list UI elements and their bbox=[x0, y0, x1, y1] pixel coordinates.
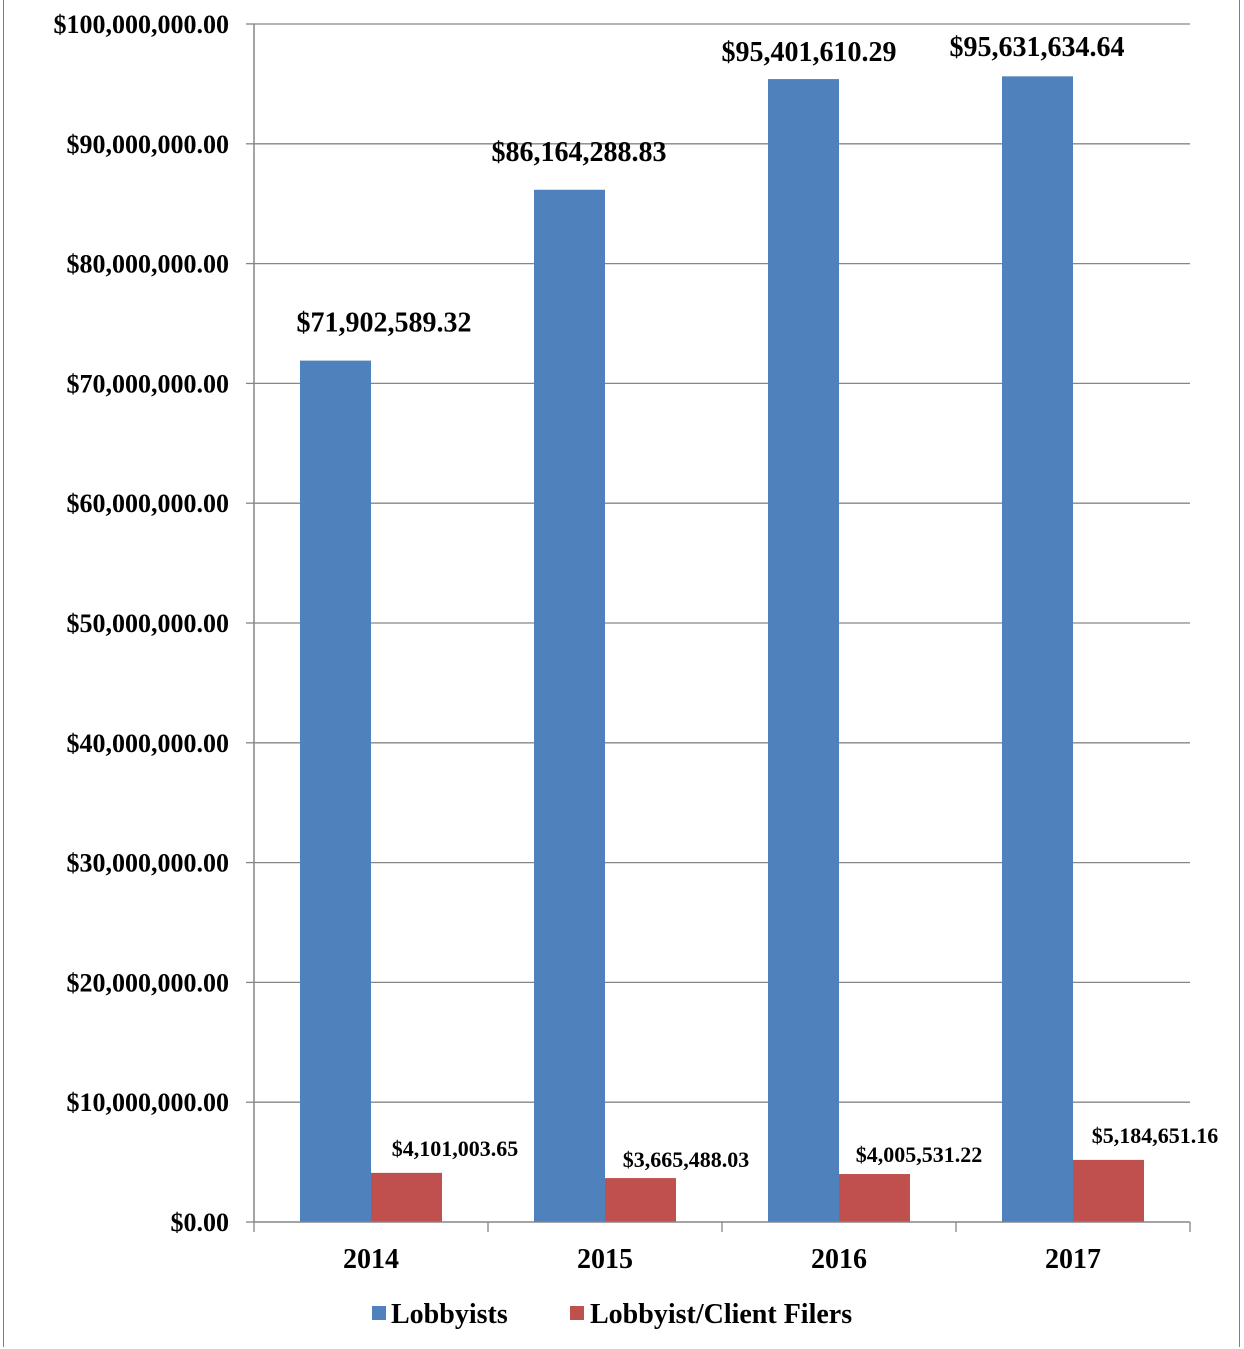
legend-swatch bbox=[570, 1306, 584, 1320]
data-label-lobbyist-client-filers: $5,184,651.16 bbox=[1092, 1123, 1219, 1148]
x-tick-label: 2017 bbox=[1045, 1244, 1101, 1275]
y-tick-label: $50,000,000.00 bbox=[67, 609, 230, 638]
data-label-lobbyists: $95,631,634.64 bbox=[950, 32, 1125, 63]
bars bbox=[300, 76, 1144, 1223]
legend-label: Lobbyist/Client Filers bbox=[590, 1299, 852, 1330]
y-tick-label: $90,000,000.00 bbox=[67, 130, 230, 159]
x-tick-label: 2016 bbox=[811, 1244, 867, 1275]
data-label-lobbyist-client-filers: $4,005,531.22 bbox=[856, 1142, 983, 1167]
y-tick-label: $60,000,000.00 bbox=[67, 489, 230, 518]
data-label-lobbyists: $71,902,589.32 bbox=[297, 308, 472, 339]
bar-lobbyist-client-filers bbox=[605, 1178, 676, 1222]
bar-lobbyist-client-filers bbox=[839, 1174, 910, 1222]
data-label-lobbyist-client-filers: $4,101,003.65 bbox=[392, 1136, 519, 1161]
y-tick-label: $100,000,000.00 bbox=[54, 10, 230, 39]
y-tick-label: $20,000,000.00 bbox=[67, 968, 230, 997]
chart-frame bbox=[3, 0, 1240, 1347]
bar-lobbyists bbox=[300, 360, 371, 1222]
y-tick-label: $40,000,000.00 bbox=[67, 729, 230, 758]
x-tick-label: 2015 bbox=[577, 1244, 633, 1275]
bar-lobbyists bbox=[768, 79, 839, 1222]
bar-lobbyists bbox=[534, 189, 605, 1222]
y-tick-label: $0.00 bbox=[171, 1208, 230, 1237]
legend: Lobbyists Lobbyist/Client Filers bbox=[372, 1299, 852, 1330]
bar-lobbyists bbox=[1002, 76, 1073, 1223]
y-tick-label: $80,000,000.00 bbox=[67, 250, 230, 279]
data-labels: $71,902,589.32 $4,101,003.65 $86,164,288.8… bbox=[297, 32, 1219, 1172]
y-tick-label: $10,000,000.00 bbox=[67, 1088, 230, 1117]
data-label-lobbyists: $86,164,288.83 bbox=[492, 137, 667, 168]
bar-lobbyist-client-filers bbox=[371, 1172, 442, 1222]
bar-lobbyist-client-filers bbox=[1073, 1159, 1144, 1222]
y-tick-label: $30,000,000.00 bbox=[67, 849, 230, 878]
data-label-lobbyists: $95,401,610.29 bbox=[722, 37, 897, 68]
legend-swatch bbox=[372, 1306, 386, 1320]
data-label-lobbyist-client-filers: $3,665,488.03 bbox=[623, 1147, 750, 1172]
legend-label: Lobbyists bbox=[391, 1299, 508, 1330]
x-tick-label: 2014 bbox=[343, 1244, 399, 1275]
y-tick-label: $70,000,000.00 bbox=[67, 369, 230, 398]
axes: $0.00 $10,000,000.00 $20,000,000.00 $30,000… bbox=[54, 10, 1191, 1275]
